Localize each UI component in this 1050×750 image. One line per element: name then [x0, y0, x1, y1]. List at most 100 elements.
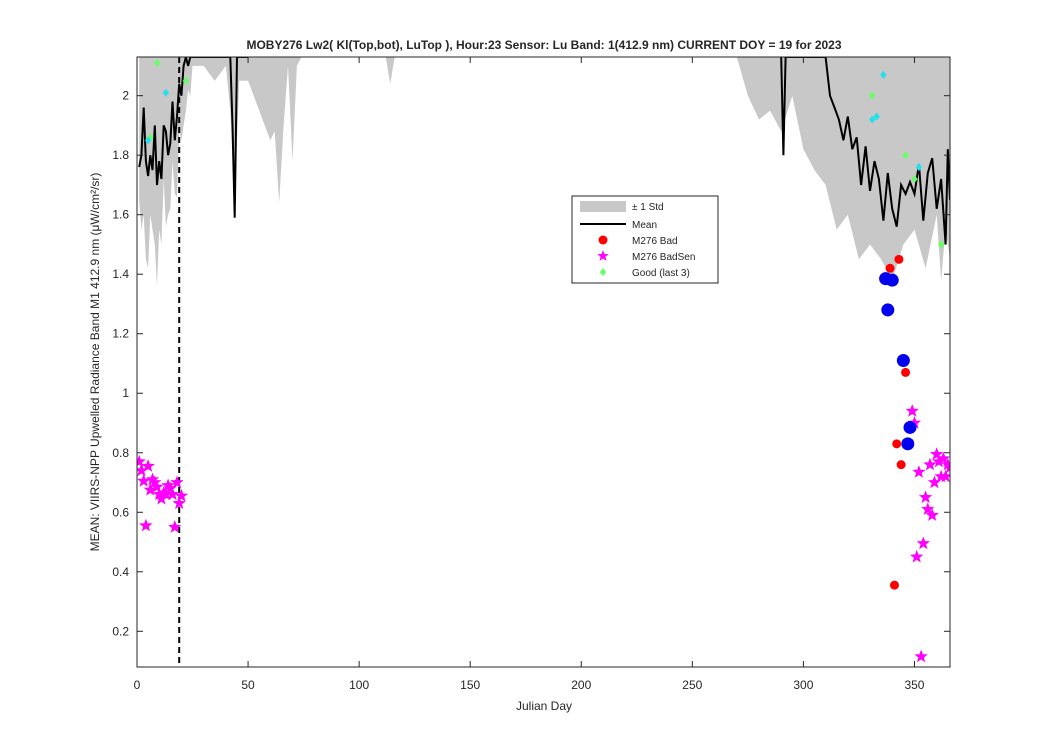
blue-points: [879, 272, 917, 451]
badsen-point: [170, 475, 184, 489]
good-point: [911, 175, 918, 183]
bad-point: [894, 254, 904, 264]
blue-point: [881, 303, 895, 317]
badsen-point: [925, 508, 939, 521]
blue-point: [885, 273, 899, 287]
badsen-point: [905, 404, 919, 417]
bad-point: [892, 439, 902, 449]
x-axis-ticks: 0 50 100 150 200 250 300 350: [134, 57, 925, 692]
badsen-point: [141, 459, 155, 472]
good-points: [147, 58, 945, 249]
y-tick-label: 0.4: [112, 565, 129, 579]
y-axis-ticks: 0.2 0.4 0.6 0.8 1 1.2 1.4 1.6 1.8 2: [112, 89, 950, 638]
cyan-point: [880, 70, 887, 79]
badsen-point: [912, 465, 926, 478]
cyan-point: [162, 88, 170, 97]
badsen-point: [916, 536, 930, 550]
y-tick-label: 1: [122, 386, 129, 400]
badsen-point: [154, 491, 169, 505]
good-point: [869, 91, 876, 100]
bad-point: [889, 580, 899, 590]
badsen-point: [139, 518, 153, 532]
cyan-point: [869, 115, 876, 124]
badsen-point: [163, 481, 177, 495]
y-tick-label: 1.2: [112, 327, 129, 341]
badsen-point: [168, 520, 182, 533]
y-tick-label: 0.2: [112, 624, 129, 638]
x-tick-label: 100: [349, 678, 369, 692]
blue-point: [896, 354, 910, 368]
bad-point: [896, 460, 906, 470]
badsen-point: [137, 454, 146, 468]
badsen-point: [165, 487, 180, 501]
badsen-point: [921, 502, 935, 515]
x-tick-label: 250: [682, 678, 702, 692]
legend-mean-label: Mean: [632, 220, 657, 231]
good-point: [902, 151, 909, 160]
mean-line: [138, 57, 249, 218]
badsen-point: [907, 416, 922, 429]
y-tick-label: 0.8: [112, 446, 129, 460]
x-axis-label: Julian Day: [516, 699, 572, 713]
axes-box: [136, 56, 951, 668]
x-tick-label: 300: [793, 678, 813, 692]
y-tick-label: 1.6: [112, 208, 129, 222]
badsen-point: [161, 478, 175, 492]
legend-std-label: ± 1 Std: [632, 202, 664, 213]
legend-bad-label: M276 Bad: [632, 236, 678, 247]
badsen-point: [914, 649, 928, 663]
x-tick-label: 200: [571, 678, 591, 692]
badsen-point: [923, 457, 937, 471]
y-tick-label: 1.8: [112, 148, 129, 162]
badsen-point: [172, 496, 186, 509]
y-tick-label: 2: [122, 89, 129, 103]
legend: ± 1 Std Mean M276 Bad M276 BadSen Good (…: [571, 195, 719, 284]
badsen-point: [927, 475, 942, 489]
badsen-point: [938, 469, 950, 483]
badsen-point: [143, 483, 157, 496]
std-band-area: [139, 57, 950, 287]
legend-good-label: Good (last 3): [632, 268, 690, 279]
x-tick-label: 350: [904, 678, 924, 692]
cyan-points: [144, 70, 923, 172]
chart-title: MOBY276 Lw2( Kl(Top,bot), LuTop ), Hour:…: [246, 38, 841, 52]
bad-point: [885, 263, 895, 273]
good-point: [937, 240, 945, 249]
x-tick-label: 50: [241, 678, 255, 692]
blue-point: [901, 437, 915, 451]
plot-area: [137, 57, 950, 667]
badsen-point: [174, 488, 189, 502]
badsen-point: [159, 487, 173, 501]
x-tick-label: 150: [460, 678, 480, 692]
badsen-point: [137, 463, 149, 477]
y-tick-label: 1.4: [112, 267, 129, 281]
legend-badsen-swatch: [597, 250, 609, 261]
badsen-points: [137, 404, 950, 663]
y-axis-label: MEAN: VIIRS-NPP Upwelled Radiance Band M…: [88, 173, 102, 552]
badsen-point: [930, 447, 944, 460]
badsen-point: [152, 487, 166, 501]
badsen-point: [148, 475, 162, 489]
legend-star-marker: [597, 250, 609, 261]
good-point: [182, 76, 190, 85]
badsen-point: [932, 454, 946, 468]
bad-point: [901, 367, 911, 377]
badsen-point: [145, 472, 160, 486]
badsen-point: [943, 460, 950, 474]
badsen-point: [936, 451, 950, 465]
cyan-point: [144, 136, 152, 145]
legend-bad-swatch: [598, 235, 608, 245]
cyan-point: [915, 163, 923, 172]
legend-std-swatch: [580, 201, 626, 212]
badsen-point: [918, 490, 933, 504]
legend-good-swatch: [599, 268, 607, 276]
cyan-point: [873, 112, 880, 121]
good-point: [153, 58, 161, 67]
x-tick-label: 0: [134, 678, 141, 692]
legend-badsen-label: M276 BadSen: [632, 252, 695, 263]
legend-diamond-marker: [599, 268, 607, 276]
badsen-point: [150, 480, 164, 493]
y-tick-label: 0.6: [112, 505, 129, 519]
blue-point: [903, 420, 917, 434]
